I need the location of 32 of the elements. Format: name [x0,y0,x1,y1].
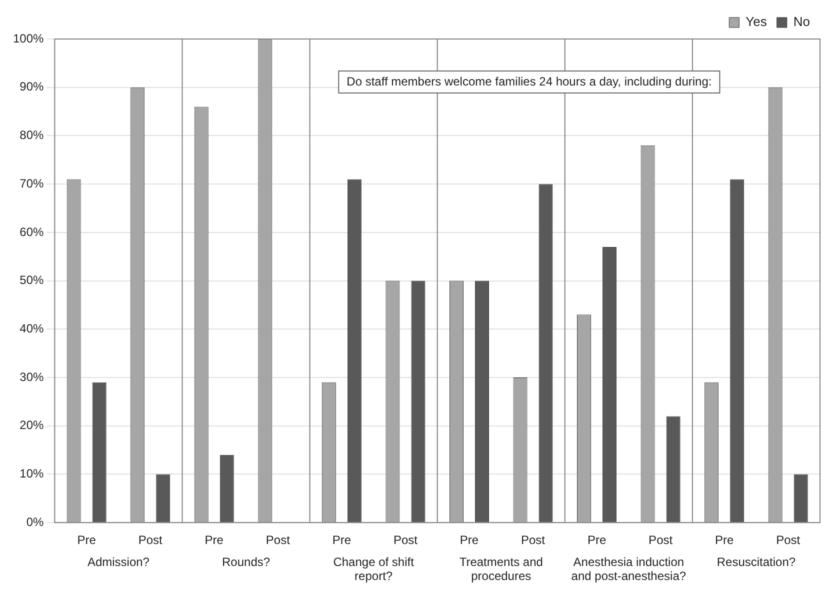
x-tick-label: Pre [460,533,479,548]
text: Admission? [87,554,150,569]
x-tick-label: Pre [587,533,606,548]
x-tick-label: Pre [77,533,96,548]
y-tick-label: 20% [20,418,44,432]
x-tick-label: Post [266,533,291,548]
text: Do staff members welcome families 24 hours a day, including during: [346,74,712,88]
text: Rounds? [222,554,270,569]
x-tick-label: Pre [332,533,352,548]
legend-label: Yes [746,14,768,30]
y-tick-label: 0% [26,514,44,529]
y-tick-label: 30% [20,370,44,384]
y-tick-label: 80% [20,128,44,142]
x-tick-label: Post [393,533,418,548]
x-tick-label: Post [521,533,546,548]
y-tick-label: 100% [12,31,44,46]
y-tick-label: 10% [20,466,44,481]
x-tick-label: Pre [714,533,734,548]
y-tick-label: 50% [20,273,44,288]
y-tick-label: 70% [20,176,44,190]
x-tick-label: Post [138,533,164,548]
text: Change of shift report? [333,554,415,583]
x-tick-label: Post [776,533,801,548]
text: Treatments and procedures [459,554,543,583]
y-tick-label: 40% [20,321,44,336]
y-tick-label: 60% [20,224,44,239]
x-tick-label: Pre [204,533,224,548]
y-tick-label: 90% [20,80,44,94]
x-tick-label: Post [648,533,674,548]
text: Anesthesia induction and post-anesthesia? [571,554,686,583]
legend-label: No [793,14,810,30]
text: Resuscitation? [716,554,796,569]
